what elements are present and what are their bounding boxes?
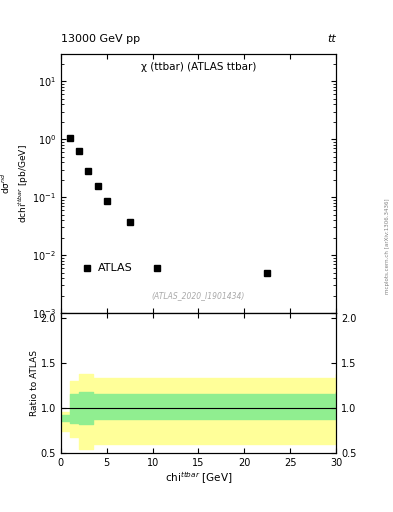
Text: tt: tt [327,33,336,44]
Y-axis label: dσ$^{nd}$
dchi$^{ttbar}$ [pb/GeV]: dσ$^{nd}$ dchi$^{ttbar}$ [pb/GeV] [0,144,31,223]
Text: 13000 GeV pp: 13000 GeV pp [61,33,140,44]
X-axis label: chi$^{ttbar}$ [GeV]: chi$^{ttbar}$ [GeV] [165,471,232,486]
Text: mcplots.cern.ch [arXiv:1306.3436]: mcplots.cern.ch [arXiv:1306.3436] [385,198,390,293]
Y-axis label: Ratio to ATLAS: Ratio to ATLAS [30,350,39,416]
Text: ATLAS: ATLAS [97,263,132,273]
Text: χ (ttbar) (ATLAS ttbar): χ (ttbar) (ATLAS ttbar) [141,61,256,72]
Text: (ATLAS_2020_I1901434): (ATLAS_2020_I1901434) [152,291,245,300]
